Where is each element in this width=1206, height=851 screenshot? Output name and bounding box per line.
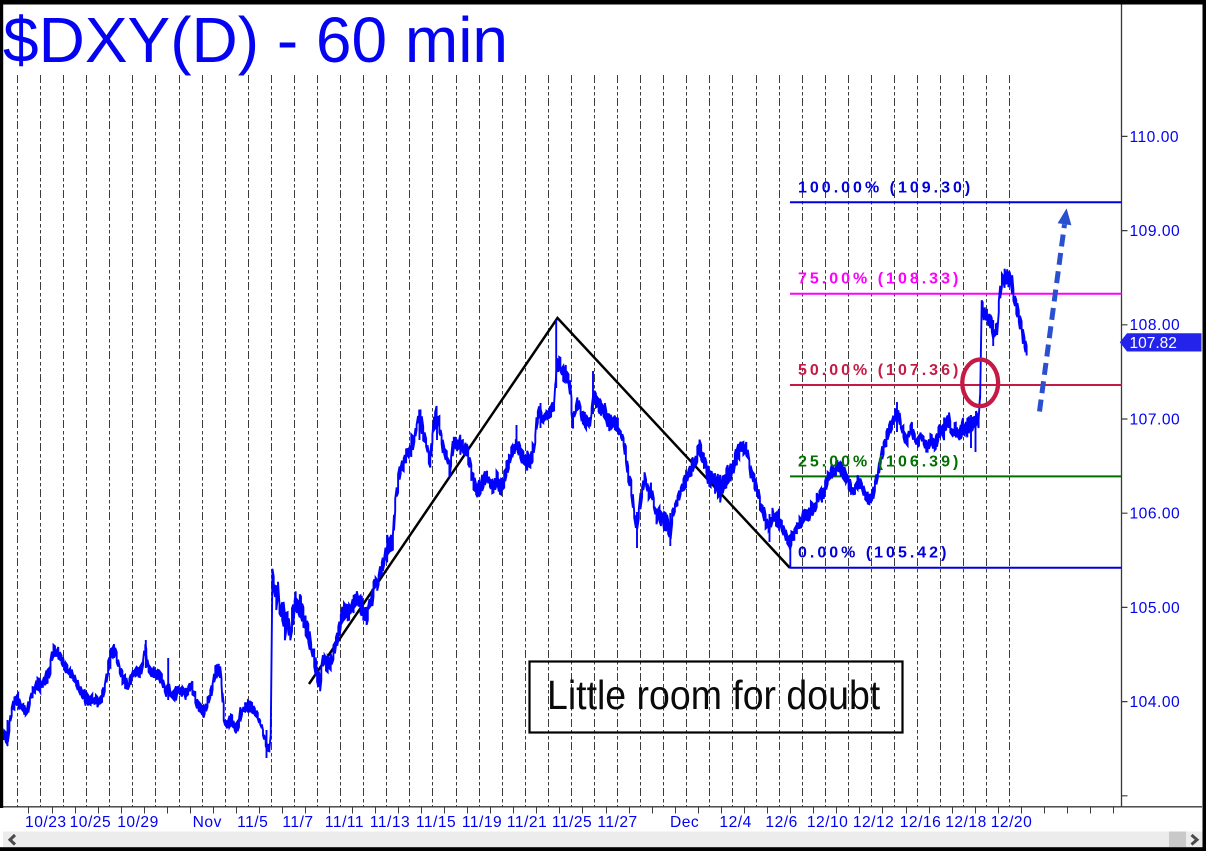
svg-text:12/20: 12/20 <box>991 814 1033 831</box>
svg-text:Little room for doubt: Little room for doubt <box>547 672 880 718</box>
svg-text:104.00: 104.00 <box>1130 694 1181 711</box>
svg-text:12/16: 12/16 <box>900 814 942 831</box>
svg-text:107.00: 107.00 <box>1130 411 1181 428</box>
svg-text:12/4: 12/4 <box>719 814 751 831</box>
svg-text:11/11: 11/11 <box>325 814 364 831</box>
svg-text:$DXY(D) - 60 min: $DXY(D) - 60 min <box>3 4 508 76</box>
svg-text:107.82: 107.82 <box>1130 335 1177 352</box>
svg-text:11/15: 11/15 <box>416 814 456 831</box>
svg-text:110.00: 110.00 <box>1130 129 1180 146</box>
svg-text:12/12: 12/12 <box>853 814 895 831</box>
svg-text:12/6: 12/6 <box>765 814 797 831</box>
svg-text:Dec: Dec <box>670 814 699 831</box>
svg-text:25.00% (106.39): 25.00% (106.39) <box>798 453 961 470</box>
svg-text:10/23: 10/23 <box>25 814 67 831</box>
svg-text:10/25: 10/25 <box>70 814 112 831</box>
svg-text:11/7: 11/7 <box>282 814 313 831</box>
svg-text:108.00: 108.00 <box>1130 317 1181 334</box>
svg-text:75.00% (108.33): 75.00% (108.33) <box>798 271 961 288</box>
svg-text:10/29: 10/29 <box>117 814 159 831</box>
svg-text:11/19: 11/19 <box>462 814 502 831</box>
svg-text:12/18: 12/18 <box>945 814 987 831</box>
svg-text:11/25: 11/25 <box>552 814 592 831</box>
svg-text:11/13: 11/13 <box>370 814 410 831</box>
svg-text:50.00% (107.36): 50.00% (107.36) <box>798 362 961 379</box>
svg-text:100.00% (109.30): 100.00% (109.30) <box>798 179 973 196</box>
svg-text:106.00: 106.00 <box>1130 506 1181 523</box>
svg-text:0.00% (105.42): 0.00% (105.42) <box>798 545 949 562</box>
svg-text:11/27: 11/27 <box>597 814 637 831</box>
svg-text:11/21: 11/21 <box>507 814 547 831</box>
svg-text:11/5: 11/5 <box>237 814 268 831</box>
svg-text:105.00: 105.00 <box>1130 600 1181 617</box>
svg-text:109.00: 109.00 <box>1130 223 1181 240</box>
svg-text:12/10: 12/10 <box>807 814 849 831</box>
svg-text:Nov: Nov <box>193 814 222 831</box>
